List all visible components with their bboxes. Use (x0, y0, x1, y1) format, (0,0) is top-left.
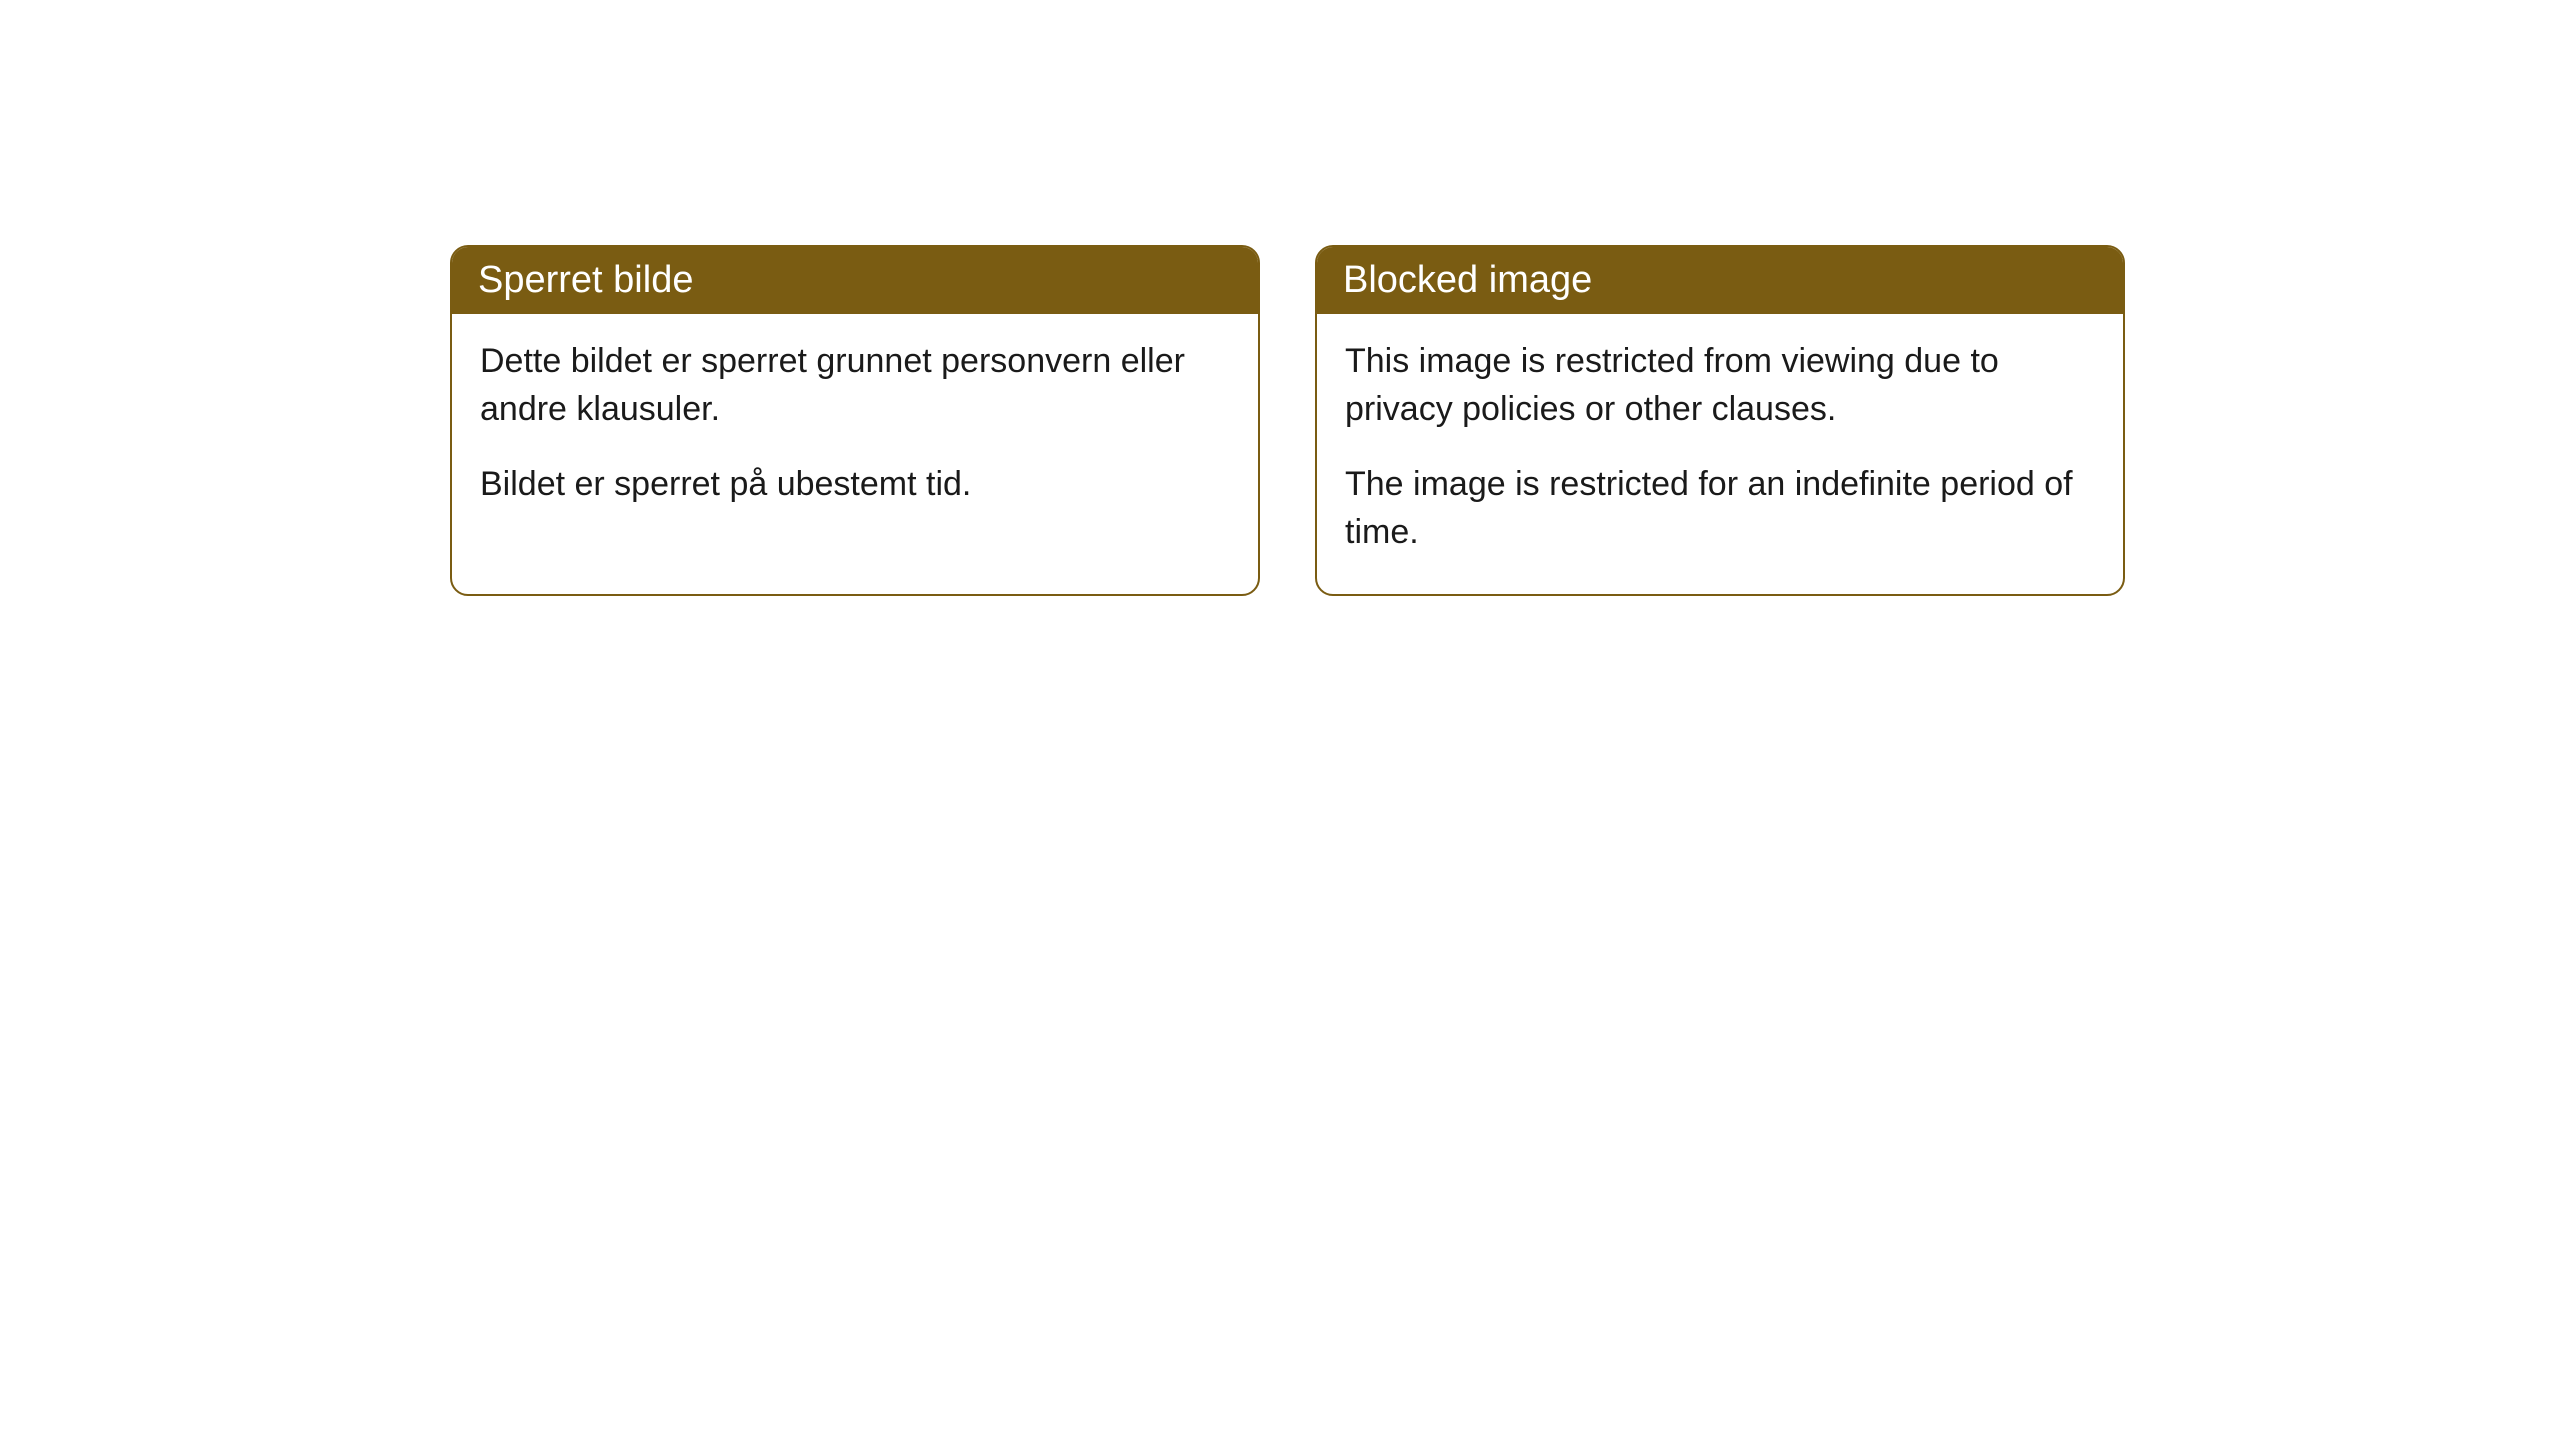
card-body-norwegian: Dette bildet er sperret grunnet personve… (452, 314, 1258, 547)
card-norwegian: Sperret bilde Dette bildet er sperret gr… (450, 245, 1260, 596)
card-body-english: This image is restricted from viewing du… (1317, 314, 2123, 594)
cards-container: Sperret bilde Dette bildet er sperret gr… (450, 245, 2560, 596)
card-title-norwegian: Sperret bilde (478, 259, 693, 301)
card-paragraph-2-english: The image is restricted for an indefinit… (1345, 461, 2095, 556)
card-header-norwegian: Sperret bilde (452, 247, 1258, 314)
card-paragraph-1-norwegian: Dette bildet er sperret grunnet personve… (480, 338, 1230, 433)
card-paragraph-2-norwegian: Bildet er sperret på ubestemt tid. (480, 461, 1230, 509)
card-english: Blocked image This image is restricted f… (1315, 245, 2125, 596)
card-paragraph-1-english: This image is restricted from viewing du… (1345, 338, 2095, 433)
card-header-english: Blocked image (1317, 247, 2123, 314)
card-title-english: Blocked image (1343, 259, 1592, 301)
